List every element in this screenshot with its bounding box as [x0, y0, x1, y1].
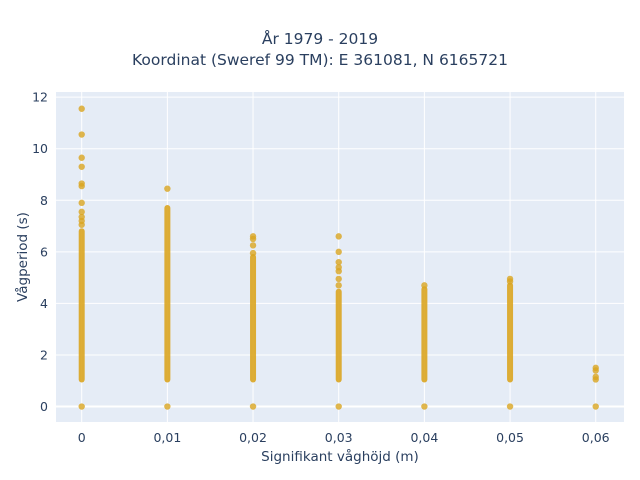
point-column: [250, 254, 257, 383]
x-tick-label: 0,03: [325, 430, 353, 445]
data-point: [335, 282, 342, 289]
point-column: [335, 288, 342, 383]
data-point: [78, 213, 85, 221]
y-tick-label: 4: [40, 296, 48, 311]
x-axis-title: Signifikant våghöjd (m): [261, 448, 419, 465]
data-point: [78, 403, 85, 410]
y-axis-title: Vågperiod (s): [14, 212, 31, 302]
data-point: [78, 154, 85, 161]
x-tick-label: 0: [78, 430, 86, 445]
x-axis-ticks: 0 0,01 0,02 0,03 0,04 0,05 0,06: [78, 430, 610, 445]
data-point: [335, 258, 342, 266]
x-tick-label: 0,06: [582, 430, 610, 445]
data-point: [78, 180, 85, 187]
data-point: [78, 105, 85, 112]
data-point: [335, 275, 342, 283]
chart-title-line-2: Koordinat (Sweref 99 TM): E 361081, N 61…: [132, 51, 508, 69]
data-point: [506, 403, 514, 410]
data-point: [335, 233, 342, 240]
data-point: [249, 233, 257, 240]
y-tick-label: 2: [40, 347, 48, 362]
data-point: [335, 248, 342, 256]
y-axis-ticks: 0 2 4 6 8 10 12: [32, 90, 48, 414]
y-tick-label: 0: [40, 399, 48, 414]
data-point: [78, 163, 85, 170]
data-point: [335, 264, 342, 271]
data-points: [78, 105, 599, 410]
data-point: [506, 275, 514, 283]
x-tick-label: 0,04: [410, 430, 438, 445]
data-point: [335, 403, 342, 410]
data-point: [249, 242, 257, 249]
point-column: [421, 286, 428, 383]
data-point: [592, 403, 599, 410]
point-column: [78, 228, 85, 383]
x-tick-label: 0,05: [496, 430, 524, 445]
data-point: [78, 208, 85, 216]
data-point: [78, 199, 85, 207]
point-column: [164, 205, 171, 383]
data-point: [164, 185, 171, 192]
data-point: [249, 249, 257, 257]
y-tick-label: 12: [32, 90, 48, 105]
data-point: [249, 403, 257, 410]
y-tick-label: 10: [32, 141, 48, 156]
point-column: [507, 282, 514, 383]
chart-title-line-1: År 1979 - 2019: [261, 30, 379, 48]
data-point: [164, 403, 171, 410]
data-point: [421, 403, 428, 410]
x-tick-label: 0,02: [239, 430, 267, 445]
y-tick-label: 6: [40, 244, 48, 259]
data-point: [592, 364, 599, 372]
y-tick-label: 8: [40, 193, 48, 208]
x-tick-label: 0,01: [153, 430, 181, 445]
data-point: [592, 373, 599, 381]
data-point: [78, 131, 85, 138]
data-point: [421, 282, 428, 289]
